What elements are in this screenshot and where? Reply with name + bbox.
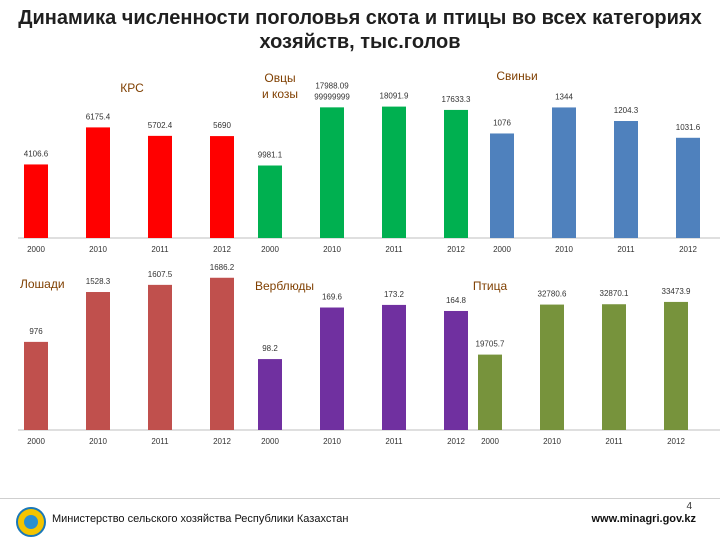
data-label: 5702.4: [148, 121, 173, 130]
bar: [540, 304, 564, 430]
tick-label: 2000: [493, 245, 511, 254]
tick-label: 2012: [213, 245, 231, 254]
chart-title: Лошади: [20, 277, 65, 291]
bar: [382, 106, 406, 238]
chart-title: Свиньи: [496, 69, 537, 83]
emblem-icon: [16, 507, 46, 537]
data-label: 98.2: [262, 344, 278, 353]
tick-label: 2010: [323, 245, 341, 254]
page-number: 4: [686, 501, 692, 512]
bar: [210, 136, 234, 238]
tick-label: 2000: [261, 437, 279, 446]
data-label: 33473.9: [662, 287, 691, 296]
bar: [382, 304, 406, 430]
footer: Министерство сельского хозяйства Республ…: [0, 498, 720, 541]
data-label: 1607.5: [148, 270, 173, 279]
data-label: 4106.6: [24, 149, 49, 158]
data-label: 1204.3: [614, 106, 639, 115]
data-label: 164.8: [446, 296, 467, 305]
tick-label: 2012: [447, 245, 465, 254]
tick-label: 2012: [447, 437, 465, 446]
tick-label: 2011: [385, 245, 403, 254]
tick-label: 2000: [481, 437, 499, 446]
bar: [210, 277, 234, 430]
bar: [676, 137, 700, 238]
bar: [86, 127, 110, 238]
data-label: 18091.9: [380, 92, 409, 101]
tick-label: 2000: [27, 437, 45, 446]
bar: [148, 135, 172, 238]
ministry-name: Министерство сельского хозяйства Республ…: [52, 513, 349, 525]
data-label: 32780.6: [538, 290, 567, 299]
tick-label: 2000: [261, 245, 279, 254]
data-label: 1344: [555, 92, 573, 101]
data-label: 17633.3: [442, 95, 471, 104]
tick-label: 2012: [213, 437, 231, 446]
data-label: 9981.1: [258, 151, 283, 160]
data-label: 976: [29, 327, 43, 336]
bar: [148, 284, 172, 430]
data-label: 173.2: [384, 290, 405, 299]
bar: [86, 292, 110, 430]
bar: [258, 165, 282, 238]
bar: [320, 107, 344, 238]
bar: [664, 301, 688, 430]
chart-title: Птица: [473, 279, 508, 293]
data-label: 1528.3: [86, 277, 111, 286]
chart-title: Верблюды: [255, 279, 314, 293]
bar: [444, 109, 468, 238]
bar: [24, 164, 48, 238]
website-link[interactable]: www.minagri.gov.kz: [591, 513, 696, 525]
bar: [444, 310, 468, 430]
tick-label: 2010: [555, 245, 573, 254]
tick-label: 2011: [617, 245, 635, 254]
bar: [478, 354, 502, 430]
bar: [602, 304, 626, 430]
tick-label: 2011: [605, 437, 623, 446]
tick-label: 2011: [385, 437, 403, 446]
page-title: Динамика численности поголовья скота и п…: [18, 7, 702, 53]
tick-label: 2012: [679, 245, 697, 254]
chart-title: Овцы: [264, 71, 295, 85]
bar: [24, 341, 48, 430]
tick-label: 2012: [667, 437, 685, 446]
data-label: 1031.6: [676, 123, 701, 132]
bar: [552, 107, 576, 238]
tick-label: 2010: [323, 437, 341, 446]
bar: [320, 307, 344, 430]
bar: [490, 133, 514, 238]
chart-title: КРС: [120, 81, 144, 95]
bar: [614, 121, 638, 238]
data-label: 6175.4: [86, 112, 111, 121]
tick-label: 2000: [27, 245, 45, 254]
tick-label: 2011: [151, 437, 169, 446]
chart-title-line2: и козы: [262, 87, 298, 101]
data-label: 17988.09: [315, 81, 349, 90]
charts-canvas: КРС 4106.6 2000 6175.4 2010 5702.4 2011 5690 201…: [18, 69, 720, 446]
data-label: 19705.7: [476, 340, 505, 349]
data-label: 5690: [213, 121, 231, 130]
data-label: 32870.1: [600, 289, 629, 298]
tick-label: 2011: [151, 245, 169, 254]
tick-label: 2010: [89, 245, 107, 254]
bar: [258, 359, 282, 430]
data-label: 169.6: [322, 293, 343, 302]
data-label: 99999999: [314, 92, 350, 101]
tick-label: 2010: [543, 437, 561, 446]
data-label: 1076: [493, 118, 511, 127]
data-label: 1686.2: [210, 263, 235, 272]
tick-label: 2010: [89, 437, 107, 446]
